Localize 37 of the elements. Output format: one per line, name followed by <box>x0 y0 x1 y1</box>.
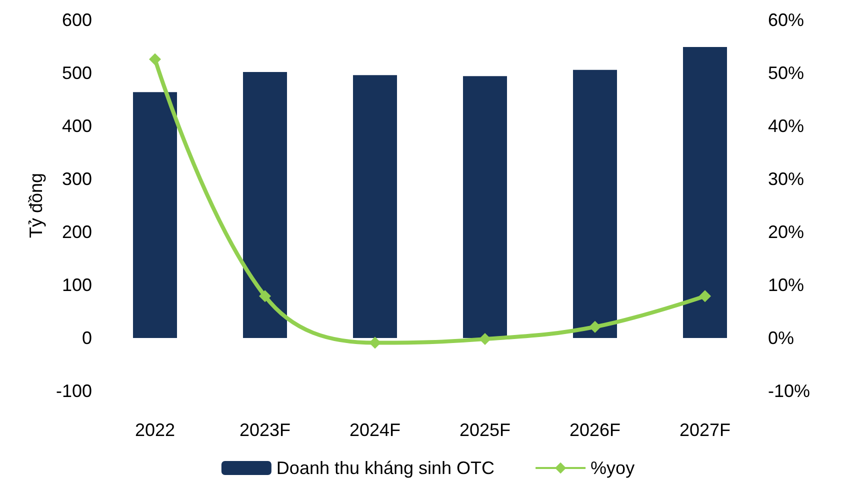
point <box>259 290 271 302</box>
y2-tick-label: 0% <box>768 328 794 348</box>
bar <box>573 70 617 338</box>
y2-tick-label: 60% <box>768 10 804 30</box>
bar <box>353 75 397 338</box>
y2-tick-label: -10% <box>768 381 810 401</box>
bar <box>683 47 727 338</box>
point <box>699 290 711 302</box>
point <box>369 336 381 349</box>
y-tick-label: 0 <box>82 328 92 348</box>
point <box>589 320 601 333</box>
bar <box>133 92 177 338</box>
y-tick-label: 300 <box>62 169 92 189</box>
point <box>149 53 161 66</box>
y2-tick-label: 10% <box>768 275 804 295</box>
x-tick-label: 2024F <box>349 420 401 440</box>
legend-label: Doanh thu kháng sinh OTC <box>276 458 495 478</box>
x-tick-label: 2022 <box>134 420 176 440</box>
y2-tick-label: 20% <box>768 222 804 242</box>
y-tick-label: 200 <box>62 222 92 242</box>
y-tick-label: 400 <box>62 116 92 136</box>
x-tick-label: 2027F <box>679 420 731 440</box>
x-tick-label: 2023F <box>239 420 291 440</box>
point <box>479 333 491 346</box>
y-axis-title: Tỷ đồng <box>26 172 46 238</box>
y-tick-label: 500 <box>62 63 92 83</box>
y2-tick-label: 50% <box>768 63 804 83</box>
x-tick-label: 2026F <box>569 420 621 440</box>
y-tick-label: 600 <box>62 10 92 30</box>
bar <box>243 72 287 338</box>
legend-label: %yoy <box>590 458 635 478</box>
x-tick-label: 2025F <box>459 420 511 440</box>
y2-tick-label: 40% <box>768 116 804 136</box>
bar <box>463 76 507 338</box>
y-tick-label: -100 <box>56 381 92 401</box>
y2-tick-label: 30% <box>768 169 804 189</box>
y-tick-label: 100 <box>62 275 92 295</box>
